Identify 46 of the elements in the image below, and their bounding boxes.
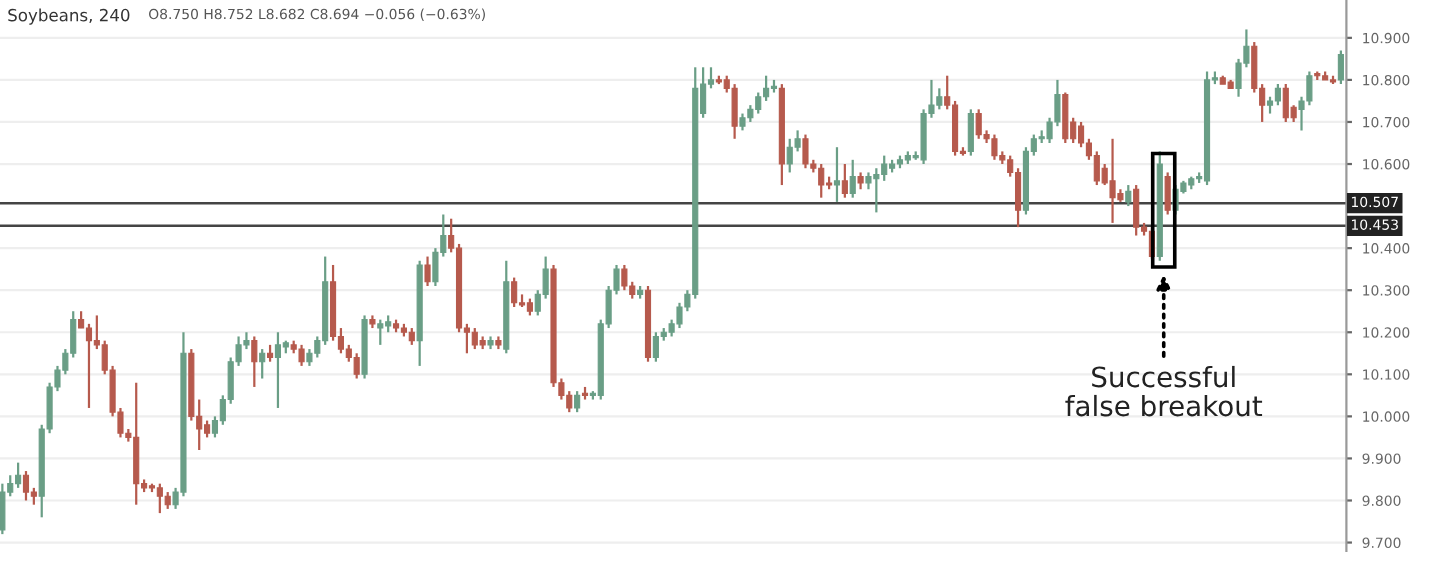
candlestick — [802, 133, 809, 170]
candlestick — [471, 326, 478, 351]
candlestick — [936, 87, 943, 111]
candlestick — [511, 276, 518, 309]
chart-title: Soybeans, 240 — [8, 8, 130, 25]
candlestick — [251, 335, 258, 389]
candlestick — [881, 154, 888, 182]
candlestick — [15, 461, 22, 489]
candlestick — [274, 331, 282, 410]
candlestick — [1274, 83, 1281, 107]
candlestick — [652, 331, 659, 363]
candlestick — [574, 390, 581, 414]
candlestick — [0, 482, 6, 536]
candlestick — [1133, 183, 1140, 237]
candlestick — [1093, 150, 1100, 187]
annotation: Successful false breakout — [1065, 365, 1263, 417]
candlestick — [259, 347, 266, 380]
candlestick — [975, 108, 982, 140]
candlestick — [1337, 49, 1344, 86]
candlestick — [1077, 120, 1085, 149]
candlestick — [424, 255, 431, 288]
candlestick — [833, 146, 841, 203]
candlestick — [156, 482, 163, 515]
candlestick — [755, 91, 762, 115]
candlestick — [22, 469, 30, 502]
candlestick — [952, 99, 959, 157]
candlestick — [353, 352, 360, 380]
candlestick — [763, 74, 770, 103]
candlestick — [298, 343, 305, 368]
candlestick — [1282, 83, 1289, 124]
candlestick — [967, 108, 974, 157]
candlestick — [841, 162, 848, 199]
candlestick — [849, 158, 856, 199]
candlestick — [1164, 171, 1171, 216]
candlestick — [1062, 91, 1069, 145]
candlestick — [818, 162, 825, 199]
candlestick — [1014, 167, 1022, 229]
candlestick — [621, 263, 628, 292]
candlestick — [991, 133, 998, 161]
candlestick — [1125, 183, 1132, 208]
candlestick — [786, 137, 793, 174]
candlestick — [133, 381, 140, 506]
candlestick — [1109, 137, 1116, 225]
candlestick — [85, 322, 93, 410]
candlestick — [377, 318, 384, 346]
candlestick — [731, 83, 738, 140]
